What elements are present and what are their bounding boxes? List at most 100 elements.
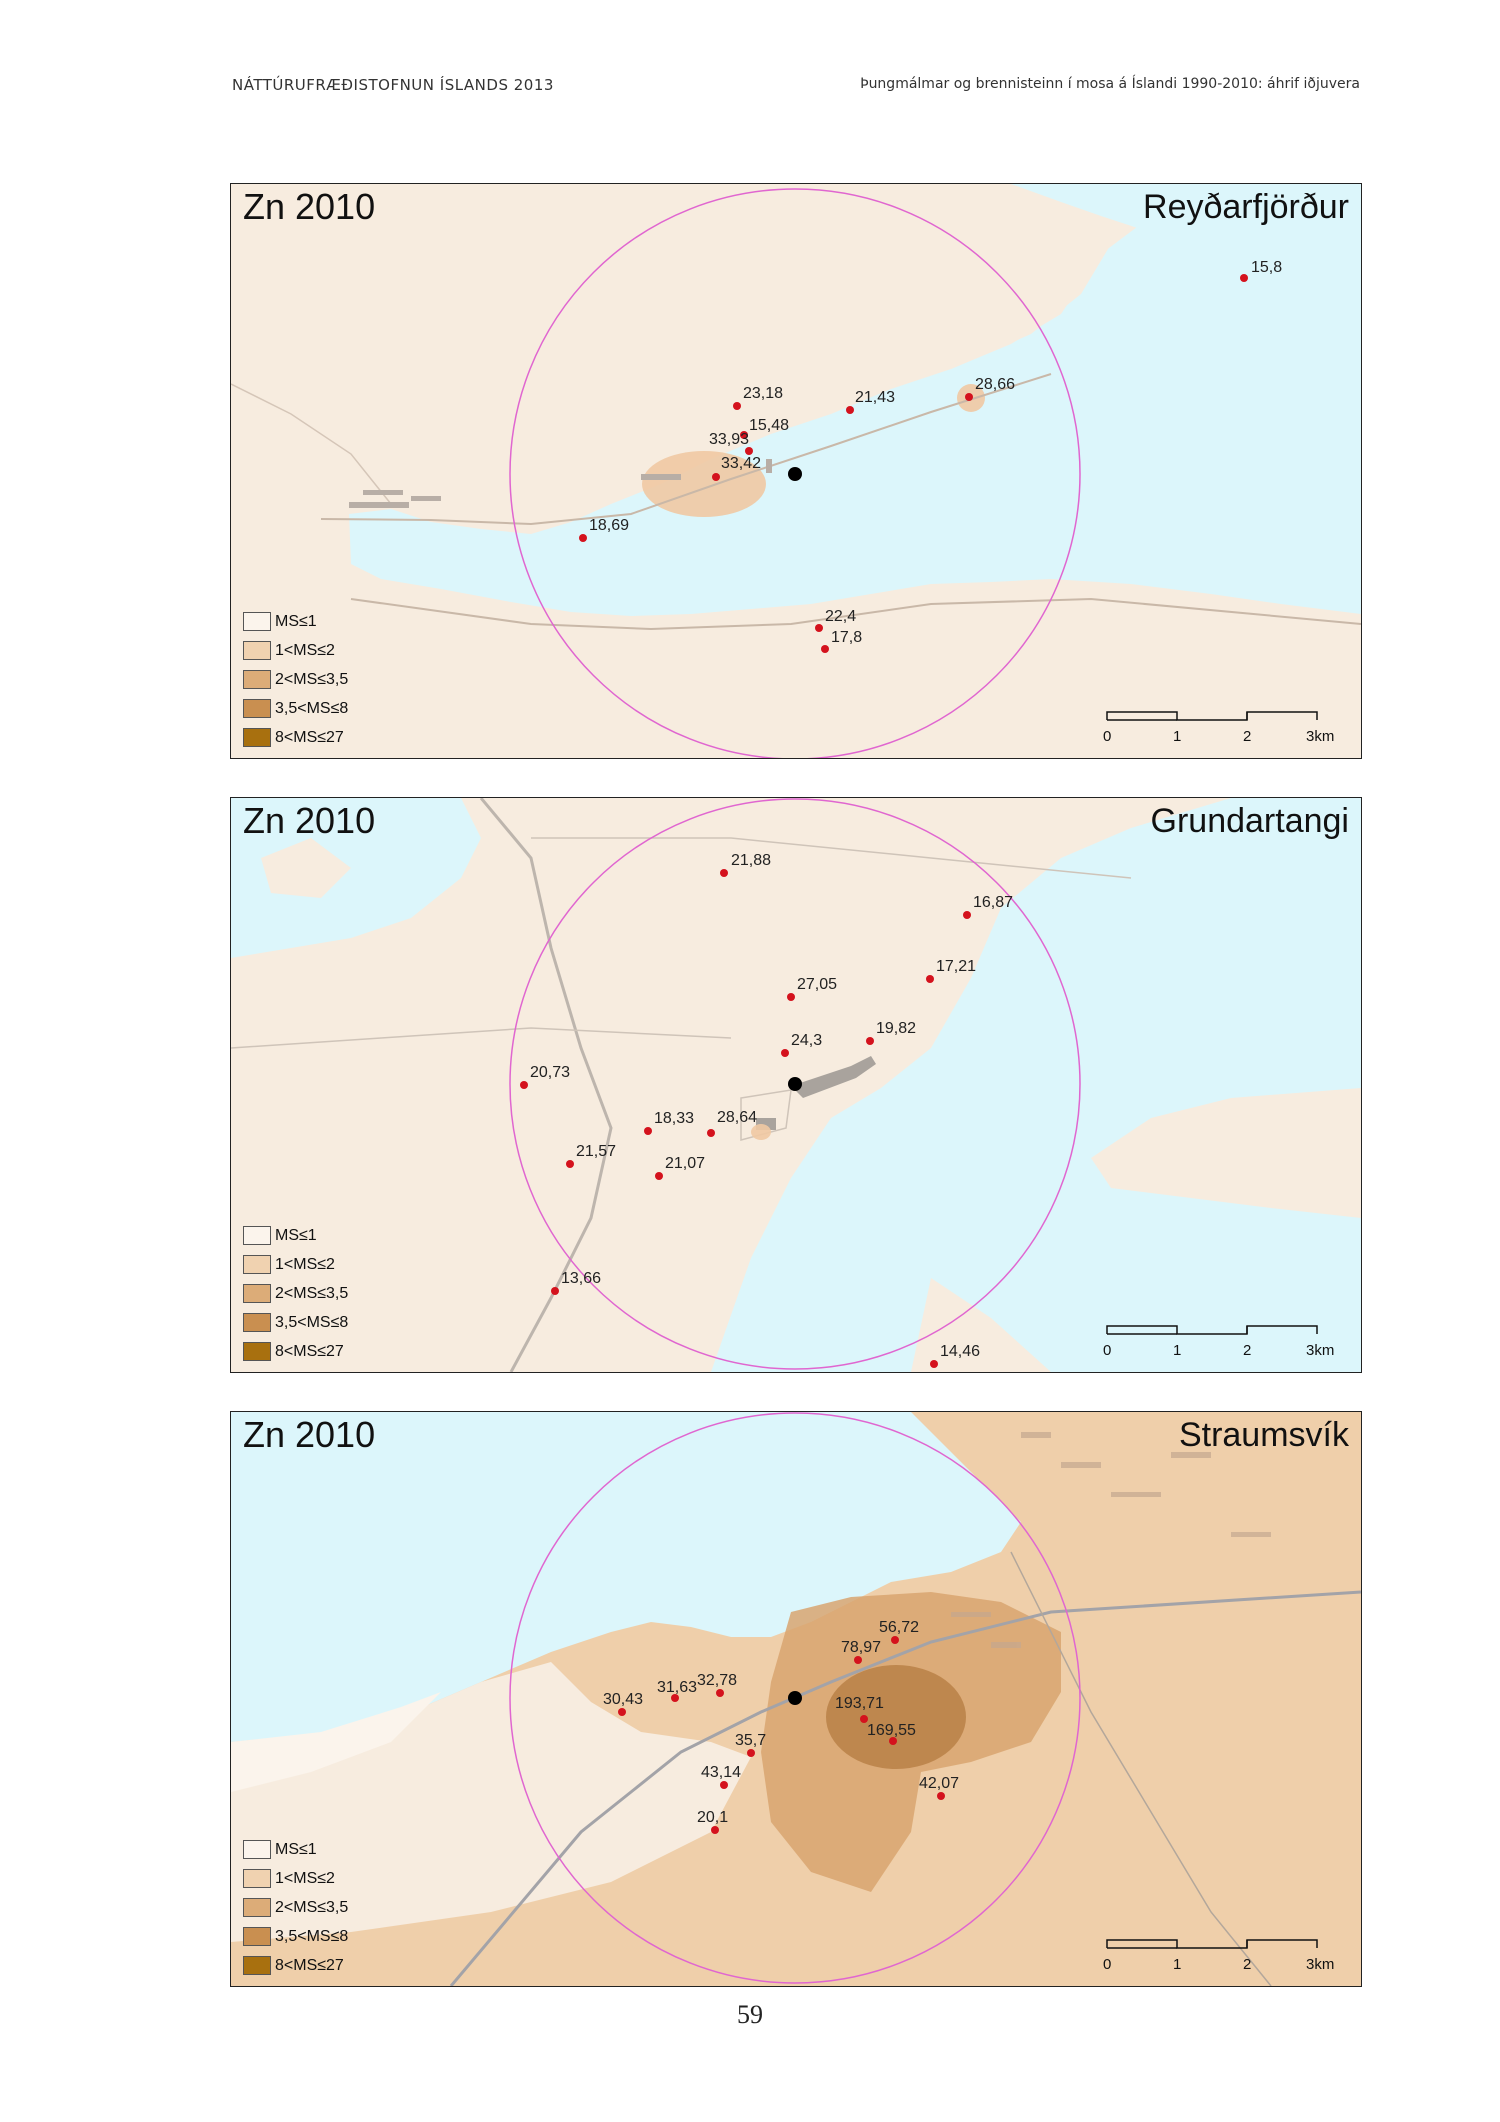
zone-1-2 bbox=[642, 451, 766, 517]
road bbox=[1010, 1551, 1272, 1986]
scale-label: 1 bbox=[1173, 1956, 1182, 1973]
map-title: Zn 2010 bbox=[243, 186, 376, 227]
fjord-water bbox=[711, 798, 1361, 1372]
map-title: Zn 2010 bbox=[243, 1414, 376, 1455]
road bbox=[231, 1027, 732, 1049]
legend-item: 2<MS≤3,5 bbox=[243, 665, 348, 694]
scale-label: 2 bbox=[1243, 1956, 1252, 1973]
legend-swatch bbox=[243, 1927, 271, 1946]
sample-points: 56,72 78,97 32,78 31,63 30,43 193,71 169… bbox=[603, 1619, 959, 1834]
sample-point bbox=[889, 1737, 897, 1745]
sample-point bbox=[1240, 274, 1248, 282]
sample-points: 15,8 28,66 21,43 23,18 15,48 33,93 33,42… bbox=[579, 259, 1282, 653]
sample-point bbox=[618, 1708, 626, 1716]
sample-point bbox=[655, 1172, 663, 1180]
legend-item: MS≤1 bbox=[243, 1221, 348, 1250]
zone-1-2 bbox=[751, 1124, 771, 1140]
map-title: Zn 2010 bbox=[243, 800, 376, 841]
point-label: 28,64 bbox=[717, 1109, 757, 1126]
sample-point bbox=[644, 1127, 652, 1135]
legend-label: 3,5<MS≤8 bbox=[275, 1927, 349, 1945]
legend-label: 3,5<MS≤8 bbox=[275, 699, 349, 717]
scale-label: 0 bbox=[1103, 728, 1112, 745]
point-label: 21,07 bbox=[665, 1155, 705, 1172]
point-label: 193,71 bbox=[835, 1695, 884, 1712]
sample-point bbox=[937, 1792, 945, 1800]
legend-item: 1<MS≤2 bbox=[243, 1250, 348, 1279]
radius-circle bbox=[509, 798, 1081, 1370]
point-label: 24,3 bbox=[791, 1032, 822, 1049]
point-label: 17,21 bbox=[936, 958, 976, 975]
point-label: 13,66 bbox=[561, 1270, 601, 1287]
point-label: 15,8 bbox=[1251, 259, 1282, 276]
legend-item: 1<MS≤2 bbox=[243, 1864, 348, 1893]
point-label: 23,18 bbox=[743, 385, 783, 402]
map-place-name: Grundartangi bbox=[1150, 802, 1349, 840]
road-west bbox=[231, 383, 392, 505]
point-label: 56,72 bbox=[879, 1619, 919, 1636]
map-place-name: Reyðarfjörður bbox=[1143, 188, 1349, 226]
legend-swatch bbox=[243, 699, 271, 718]
scale-bar-graphic bbox=[1106, 1325, 1318, 1335]
radius-circle bbox=[509, 1412, 1081, 1984]
legend-swatch bbox=[243, 1226, 271, 1245]
fjord-water bbox=[349, 184, 1361, 616]
southeast-land bbox=[1091, 1088, 1361, 1218]
sample-point bbox=[891, 1636, 899, 1644]
map-grundartangi: 21,88 16,87 17,21 27,05 19,82 24,3 20,73… bbox=[231, 798, 1361, 1372]
sample-point bbox=[926, 975, 934, 983]
zone-3-5-8 bbox=[826, 1665, 966, 1769]
lowest-zone bbox=[231, 1692, 441, 1792]
road-south bbox=[350, 597, 1361, 631]
legend-swatch bbox=[243, 1898, 271, 1917]
sample-point bbox=[854, 1656, 862, 1664]
sample-point bbox=[551, 1287, 559, 1295]
map-panel-grundartangi: 21,88 16,87 17,21 27,05 19,82 24,3 20,73… bbox=[230, 797, 1362, 1373]
radius-circle bbox=[509, 188, 1081, 758]
sample-point bbox=[965, 393, 973, 401]
legend-item: 3,5<MS≤8 bbox=[243, 1308, 348, 1337]
sample-point bbox=[815, 624, 823, 632]
legend-label: 1<MS≤2 bbox=[275, 1869, 335, 1887]
scale-label: 2 bbox=[1243, 1342, 1252, 1359]
sample-point bbox=[821, 645, 829, 653]
scale-bar-graphic bbox=[1106, 1939, 1318, 1949]
legend-label: 8<MS≤27 bbox=[275, 1342, 344, 1360]
legend-item: 1<MS≤2 bbox=[243, 636, 348, 665]
sample-point bbox=[747, 1749, 755, 1757]
legend-label: 8<MS≤27 bbox=[275, 1956, 344, 1974]
sample-point bbox=[846, 406, 854, 414]
south-land bbox=[911, 1278, 1051, 1372]
legend-label: 1<MS≤2 bbox=[275, 1255, 335, 1273]
scale-bar: 0 1 2 3km bbox=[1101, 1324, 1351, 1370]
point-label: 14,46 bbox=[940, 1343, 980, 1360]
point-label: 33,42 bbox=[721, 455, 761, 472]
legend-swatch bbox=[243, 1313, 271, 1332]
point-label: 35,7 bbox=[735, 1732, 766, 1749]
sample-point bbox=[866, 1037, 874, 1045]
sample-point bbox=[860, 1715, 868, 1723]
legend-label: 2<MS≤3,5 bbox=[275, 670, 349, 688]
legend-swatch bbox=[243, 1342, 271, 1361]
legend-item: 2<MS≤3,5 bbox=[243, 1893, 348, 1922]
road bbox=[320, 373, 1052, 526]
legend-swatch bbox=[243, 1255, 271, 1274]
point-label: 43,14 bbox=[701, 1764, 741, 1781]
point-label: 78,97 bbox=[841, 1639, 881, 1656]
legend-item: 2<MS≤3,5 bbox=[243, 1279, 348, 1308]
legend-label: MS≤1 bbox=[275, 612, 317, 630]
legend-swatch bbox=[243, 612, 271, 631]
main-road bbox=[479, 798, 613, 1372]
legend: MS≤1 1<MS≤2 2<MS≤3,5 3,5<MS≤8 8<MS≤27 bbox=[243, 1835, 348, 1980]
source-marker bbox=[788, 1691, 802, 1705]
scale-label: 1 bbox=[1173, 728, 1182, 745]
sample-point bbox=[579, 534, 587, 542]
point-label: 42,07 bbox=[919, 1775, 959, 1792]
legend-label: 2<MS≤3,5 bbox=[275, 1284, 349, 1302]
map-panel-reydarfjordur: 15,8 28,66 21,43 23,18 15,48 33,93 33,42… bbox=[230, 183, 1362, 759]
scale-label: 0 bbox=[1103, 1956, 1112, 1973]
scale-bar: 0 1 2 3km bbox=[1101, 710, 1351, 756]
sample-point bbox=[671, 1694, 679, 1702]
legend-label: MS≤1 bbox=[275, 1840, 317, 1858]
sea bbox=[231, 1412, 1021, 1742]
